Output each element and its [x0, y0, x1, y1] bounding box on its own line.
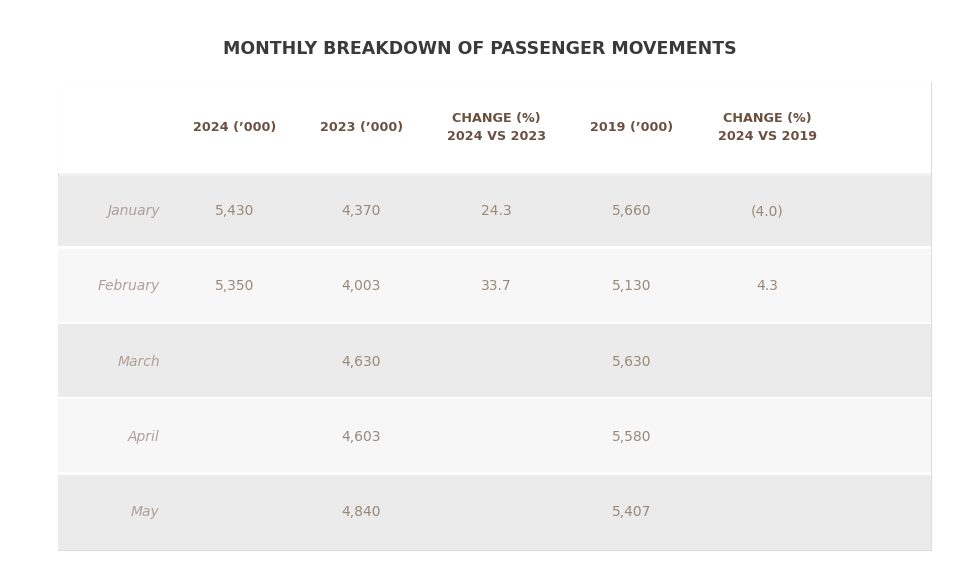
Text: January: January [108, 204, 159, 218]
Text: CHANGE (%)
2024 VS 2019: CHANGE (%) 2024 VS 2019 [718, 112, 817, 143]
Text: 4,603: 4,603 [342, 430, 381, 444]
Text: April: April [128, 430, 159, 444]
Text: CHANGE (%)
2024 VS 2023: CHANGE (%) 2024 VS 2023 [447, 112, 546, 143]
Text: 5,580: 5,580 [612, 430, 652, 444]
Text: 4,630: 4,630 [342, 355, 381, 369]
Text: 4,003: 4,003 [342, 280, 381, 293]
Text: February: February [98, 280, 159, 293]
Text: 33.7: 33.7 [481, 280, 512, 293]
Text: 5,430: 5,430 [215, 204, 254, 218]
Text: 5,130: 5,130 [612, 280, 652, 293]
Text: 24.3: 24.3 [481, 204, 512, 218]
Text: 2019 (’000): 2019 (’000) [590, 121, 674, 134]
Text: 5,660: 5,660 [612, 204, 652, 218]
Text: MONTHLY BREAKDOWN OF PASSENGER MOVEMENTS: MONTHLY BREAKDOWN OF PASSENGER MOVEMENTS [223, 40, 737, 58]
Text: 5,407: 5,407 [612, 505, 652, 519]
Text: 4,840: 4,840 [342, 505, 381, 519]
Text: May: May [132, 505, 159, 519]
Text: March: March [117, 355, 159, 369]
Text: (4.0): (4.0) [751, 204, 783, 218]
Text: 2024 (’000): 2024 (’000) [193, 121, 276, 134]
Text: 5,630: 5,630 [612, 355, 652, 369]
Text: 5,350: 5,350 [215, 280, 254, 293]
Text: 4.3: 4.3 [756, 280, 779, 293]
Text: 2023 (’000): 2023 (’000) [320, 121, 403, 134]
Text: 4,370: 4,370 [342, 204, 381, 218]
